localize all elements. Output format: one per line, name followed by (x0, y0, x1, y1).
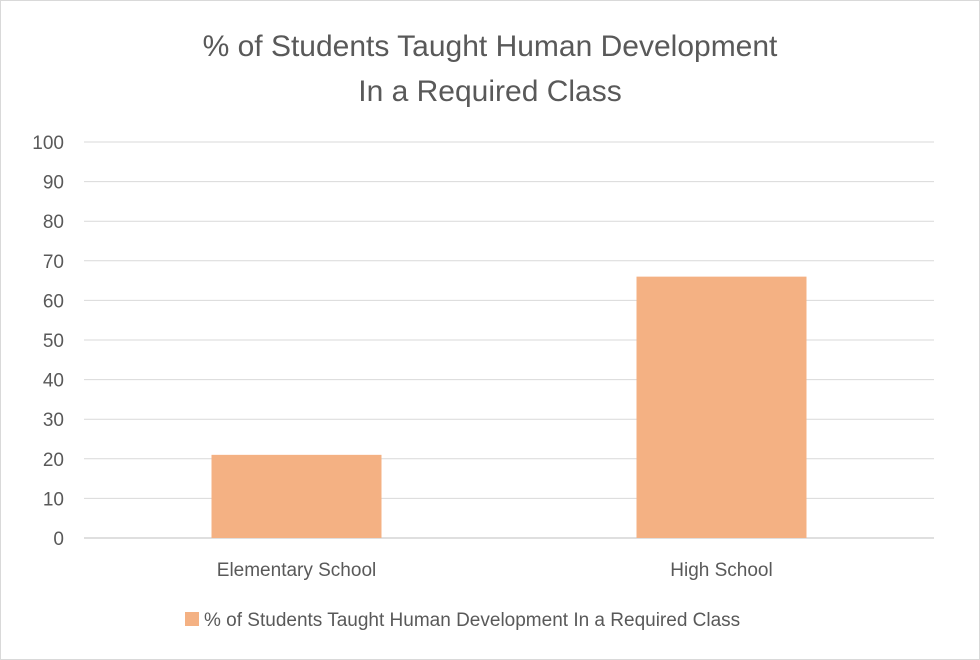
y-tick-label: 60 (43, 291, 64, 312)
y-tick-label: 70 (43, 252, 64, 273)
x-category-label: Elementary School (217, 560, 376, 581)
y-tick-label: 10 (43, 489, 64, 510)
y-tick-label: 50 (43, 331, 64, 352)
y-tick-label: 80 (43, 212, 64, 233)
legend-label: % of Students Taught Human Development I… (204, 610, 740, 631)
legend-swatch (185, 612, 199, 626)
legend: % of Students Taught Human Development I… (185, 610, 740, 631)
y-tick-label: 0 (53, 529, 64, 550)
y-tick-label: 90 (43, 173, 64, 194)
x-category-label: High School (670, 560, 772, 581)
chart-title-line-2: In a Required Class (358, 75, 622, 108)
y-axis-ticks: 0 10 20 30 40 50 60 70 80 90 100 (32, 133, 64, 550)
y-tick-label: 30 (43, 410, 64, 431)
bar (636, 276, 807, 538)
x-axis-labels: Elementary School High School (217, 560, 773, 581)
chart-title-line-1: % of Students Taught Human Development (202, 30, 778, 63)
y-tick-label: 20 (43, 450, 64, 471)
bar (211, 454, 382, 538)
bars (211, 276, 807, 538)
y-tick-label: 40 (43, 371, 64, 392)
y-tick-label: 100 (32, 133, 64, 154)
chart-title: % of Students Taught Human Development I… (0, 24, 980, 114)
